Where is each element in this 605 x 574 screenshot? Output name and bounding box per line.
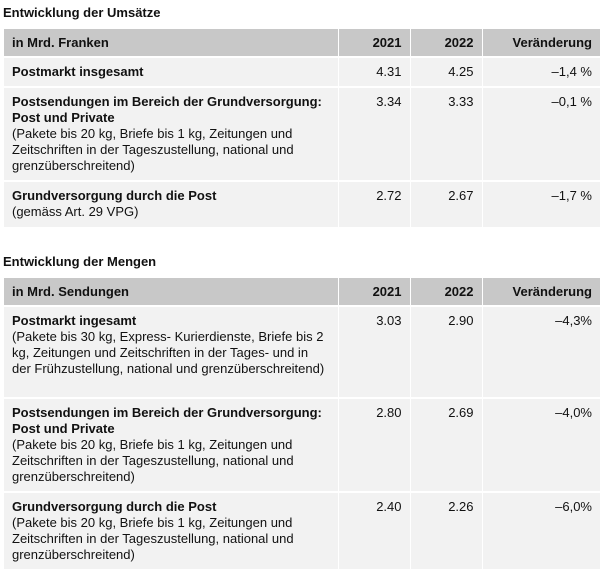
- row-label-cell: Postsendungen im Bereich der Grundversor…: [4, 86, 339, 181]
- umsaetze-title: Entwicklung der Umsätze: [3, 5, 161, 20]
- table-row: Postsendungen im Bereich der Grundversor…: [4, 86, 600, 181]
- row-label: Postmarkt insgesamt: [12, 64, 144, 79]
- value-2021: 2.72: [338, 180, 411, 227]
- value-2021: 3.34: [338, 86, 411, 181]
- umsaetze-header-row: in Mrd. Franken 2021 2022 Veränderung: [4, 29, 600, 57]
- mengen-header-row: in Mrd. Sendungen 2021 2022 Veränderung: [4, 278, 600, 306]
- value-change: –1,4 %: [482, 56, 600, 87]
- mengen-header-unit: in Mrd. Sendungen: [4, 278, 339, 306]
- value-change: –4,0%: [482, 397, 600, 492]
- row-label: Postmarkt ingesamt: [12, 313, 137, 328]
- table-row: Postsendungen im Bereich der Grundversor…: [4, 397, 600, 492]
- row-note: (Pakete bis 20 kg, Briefe bis 1 kg, Zeit…: [12, 437, 294, 484]
- value-2022: 3.33: [410, 86, 483, 181]
- value-2021: 3.03: [338, 305, 411, 398]
- value-change: –1,7 %: [482, 180, 600, 227]
- row-label-cell: Postsendungen im Bereich der Grundversor…: [4, 397, 339, 492]
- table-row: Grundversorgung durch die Post (gemäss A…: [4, 180, 600, 227]
- row-note: (Pakete bis 20 kg, Briefe bis 1 kg, Zeit…: [12, 515, 294, 562]
- row-label-cell: Postmarkt ingesamt (Pakete bis 30 kg, Ex…: [4, 305, 339, 398]
- row-label: Postsendungen im Bereich der Grundversor…: [12, 405, 322, 436]
- mengen-table: in Mrd. Sendungen 2021 2022 Veränderung …: [4, 278, 600, 569]
- value-change: –4,3%: [482, 305, 600, 398]
- table-row: Postmarkt ingesamt (Pakete bis 30 kg, Ex…: [4, 305, 600, 398]
- table-row: Postmarkt insgesamt 4.31 4.25 –1,4 %: [4, 56, 600, 87]
- value-2022: 4.25: [410, 56, 483, 87]
- row-label: Grundversorgung durch die Post: [12, 499, 217, 514]
- umsaetze-header-change: Veränderung: [482, 29, 600, 57]
- row-label-cell: Grundversorgung durch die Post (gemäss A…: [4, 180, 339, 227]
- row-label-cell: Postmarkt insgesamt: [4, 56, 339, 87]
- value-2021: 2.40: [338, 491, 411, 569]
- row-note: (gemäss Art. 29 VPG): [12, 204, 139, 219]
- value-change: –0,1 %: [482, 86, 600, 181]
- umsaetze-header-2021: 2021: [338, 29, 411, 57]
- value-2021: 2.80: [338, 397, 411, 492]
- value-change: –6,0%: [482, 491, 600, 569]
- value-2021: 4.31: [338, 56, 411, 87]
- umsaetze-table: in Mrd. Franken 2021 2022 Veränderung Po…: [4, 29, 600, 227]
- value-2022: 2.69: [410, 397, 483, 492]
- row-note: (Pakete bis 20 kg, Briefe bis 1 kg, Zeit…: [12, 126, 294, 173]
- value-2022: 2.26: [410, 491, 483, 569]
- value-2022: 2.67: [410, 180, 483, 227]
- mengen-title: Entwicklung der Mengen: [3, 254, 157, 269]
- row-label-cell: Grundversorgung durch die Post (Pakete b…: [4, 491, 339, 569]
- row-label: Postsendungen im Bereich der Grundversor…: [12, 94, 322, 125]
- mengen-header-2021: 2021: [338, 278, 411, 306]
- row-label: Grundversorgung durch die Post: [12, 188, 217, 203]
- table-row: Grundversorgung durch die Post (Pakete b…: [4, 491, 600, 569]
- mengen-header-change: Veränderung: [482, 278, 600, 306]
- value-2022: 2.90: [410, 305, 483, 398]
- umsaetze-header-2022: 2022: [410, 29, 483, 57]
- umsaetze-header-unit: in Mrd. Franken: [4, 29, 339, 57]
- mengen-header-2022: 2022: [410, 278, 483, 306]
- row-note: (Pakete bis 30 kg, Express- Kurierdienst…: [12, 329, 325, 376]
